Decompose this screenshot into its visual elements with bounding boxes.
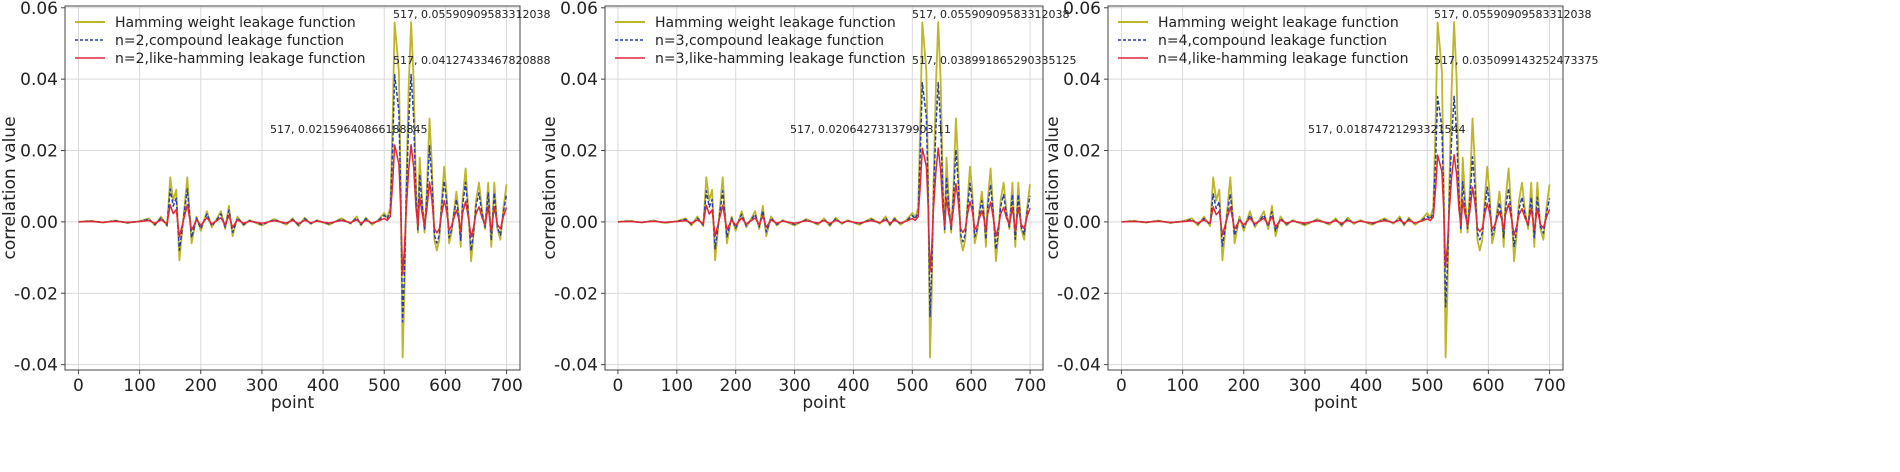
legend-label: Hamming weight leakage function xyxy=(655,15,896,31)
y-axis-label: correlation value xyxy=(540,116,560,259)
legend-label: n=3,compound leakage function xyxy=(655,33,884,49)
legend-label: n=4,like-hamming leakage function xyxy=(1158,51,1409,67)
y-axis-label: correlation value xyxy=(1043,116,1063,259)
point-annotation: 517, 0.02159640866188845 xyxy=(270,123,427,136)
y-tick-label: 0.02 xyxy=(560,142,598,162)
chart-panel-2: 0 100 200 300 400 500 600 700 -0.04 -0.02 0.00 0.02… xyxy=(540,0,1076,413)
x-tick-label: 100 xyxy=(123,376,155,396)
series-line-3 xyxy=(1121,154,1551,269)
legend-label: n=2,compound leakage function xyxy=(115,33,344,49)
y-tick-label: -0.02 xyxy=(554,284,598,304)
legend-label: Hamming weight leakage function xyxy=(1158,15,1399,31)
x-tick-label: 0 xyxy=(1116,376,1127,396)
x-axis-label: point xyxy=(1314,393,1358,413)
y-tick-label: 0.02 xyxy=(20,142,58,162)
y-tick-label: -0.02 xyxy=(1057,284,1101,304)
x-tick-label: 600 xyxy=(429,376,461,396)
plot-frame xyxy=(64,5,521,371)
y-axis-label: correlation value xyxy=(0,116,20,259)
point-annotation: 517, 0.05590909583312038 xyxy=(393,8,550,21)
legend-label: n=3,like-hamming leakage function xyxy=(655,51,906,67)
x-tick-label: 500 xyxy=(1411,376,1443,396)
x-tick-label: 300 xyxy=(246,376,278,396)
plot-frame xyxy=(604,5,1044,371)
legend: Hamming weight leakage function n=2,compo… xyxy=(75,15,366,67)
point-annotation: 517, 0.01874721293321544 xyxy=(1308,123,1465,136)
x-tick-label: 300 xyxy=(1289,376,1321,396)
x-tick-label: 400 xyxy=(307,376,339,396)
legend-label: Hamming weight leakage function xyxy=(115,15,356,31)
x-tick-label: 400 xyxy=(1350,376,1382,396)
y-tick-label: 0.06 xyxy=(20,0,58,19)
y-tick-label: -0.04 xyxy=(554,356,598,376)
y-tick-label: -0.04 xyxy=(1057,356,1101,376)
series-line-2 xyxy=(617,81,1031,318)
legend: Hamming weight leakage function n=4,compo… xyxy=(1118,15,1409,67)
y-tick-label: 0.00 xyxy=(20,213,58,233)
x-axis-label: point xyxy=(802,393,846,413)
x-tick-label: 0 xyxy=(73,376,84,396)
x-tick-label: 0 xyxy=(613,376,624,396)
point-annotation: 517, 0.035099143252473375 xyxy=(1434,54,1598,67)
y-tick-label: -0.02 xyxy=(14,284,58,304)
x-tick-label: 200 xyxy=(185,376,217,396)
series-line-1 xyxy=(78,21,508,359)
x-tick-label: 600 xyxy=(1472,376,1504,396)
y-tick-label: 0.04 xyxy=(20,70,58,90)
series-line-3 xyxy=(617,147,1031,273)
plot-frame xyxy=(1107,5,1564,371)
series-line-1 xyxy=(1121,21,1551,359)
series-line-1 xyxy=(617,21,1031,359)
point-annotation: 517, 0.05590909583312038 xyxy=(912,8,1069,21)
x-axis-label: point xyxy=(271,393,315,413)
y-tick-label: 0.04 xyxy=(560,70,598,90)
x-tick-label: 200 xyxy=(719,376,751,396)
point-annotation: 517, 0.020642731379903 11 xyxy=(790,123,951,136)
x-tick-label: 100 xyxy=(1166,376,1198,396)
point-annotation: 517, 0.04127433467820888 xyxy=(393,54,550,67)
legend-label: n=2,like-hamming leakage function xyxy=(115,51,366,67)
x-tick-label: 700 xyxy=(1533,376,1565,396)
x-tick-label: 400 xyxy=(837,376,869,396)
y-tick-label: 0.06 xyxy=(1063,0,1101,19)
y-tick-label: 0.00 xyxy=(1063,213,1101,233)
x-tick-label: 500 xyxy=(896,376,928,396)
y-tick-label: 0.06 xyxy=(560,0,598,19)
chart-panel-1: 0 100 200 300 400 500 600 700 -0.04 -0.02 0.00 0.02… xyxy=(0,0,550,413)
y-tick-label: 0.02 xyxy=(1063,142,1101,162)
y-tick-label: 0.04 xyxy=(1063,70,1101,90)
x-tick-label: 200 xyxy=(1228,376,1260,396)
series-line-3 xyxy=(78,144,508,275)
x-tick-label: 600 xyxy=(955,376,987,396)
x-tick-label: 700 xyxy=(490,376,522,396)
x-tick-label: 100 xyxy=(661,376,693,396)
legend: Hamming weight leakage function n=3,compo… xyxy=(615,15,906,67)
point-annotation: 517, 0.05590909583312038 xyxy=(1434,8,1591,21)
x-tick-label: 700 xyxy=(1014,376,1046,396)
legend-label: n=4,compound leakage function xyxy=(1158,33,1387,49)
point-annotation: 517, 0.038991865290335125 xyxy=(912,54,1076,67)
y-tick-label: -0.04 xyxy=(14,356,58,376)
x-tick-label: 300 xyxy=(778,376,810,396)
y-tick-label: 0.00 xyxy=(560,213,598,233)
chart-panel-3: 0 100 200 300 400 500 600 700 -0.04 -0.02 0.00 0.02… xyxy=(1043,0,1598,413)
x-tick-label: 500 xyxy=(368,376,400,396)
